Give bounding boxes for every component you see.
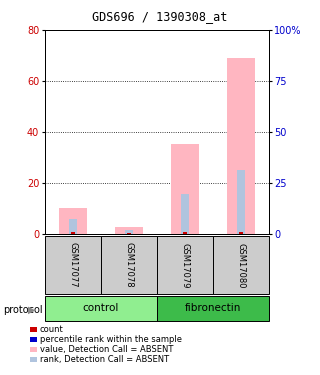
Bar	[236, 170, 245, 234]
Text: GDS696 / 1390308_at: GDS696 / 1390308_at	[92, 10, 228, 24]
Text: GSM17080: GSM17080	[236, 243, 245, 288]
FancyBboxPatch shape	[157, 236, 213, 294]
Text: protocol: protocol	[3, 305, 43, 315]
Text: count: count	[40, 326, 64, 334]
Text: GSM17077: GSM17077	[68, 243, 77, 288]
Bar	[127, 233, 131, 234]
Text: value, Detection Call = ABSENT: value, Detection Call = ABSENT	[40, 345, 173, 354]
Text: percentile rank within the sample: percentile rank within the sample	[40, 335, 182, 344]
Bar	[239, 232, 243, 234]
Bar	[180, 194, 189, 234]
Bar	[227, 58, 255, 234]
Bar	[71, 232, 75, 234]
Text: ▶: ▶	[28, 305, 35, 315]
FancyBboxPatch shape	[213, 236, 269, 294]
Bar	[183, 232, 187, 234]
Bar	[59, 207, 87, 234]
Bar	[115, 227, 143, 234]
Text: GSM17079: GSM17079	[180, 243, 189, 288]
FancyBboxPatch shape	[101, 236, 157, 294]
Bar	[171, 144, 199, 234]
Text: control: control	[83, 303, 119, 313]
FancyBboxPatch shape	[45, 296, 157, 321]
Text: GSM17078: GSM17078	[124, 243, 133, 288]
Text: rank, Detection Call = ABSENT: rank, Detection Call = ABSENT	[40, 355, 169, 364]
Bar	[124, 230, 133, 234]
Text: fibronectin: fibronectin	[185, 303, 241, 313]
FancyBboxPatch shape	[157, 296, 269, 321]
Bar	[68, 219, 77, 234]
FancyBboxPatch shape	[45, 236, 101, 294]
